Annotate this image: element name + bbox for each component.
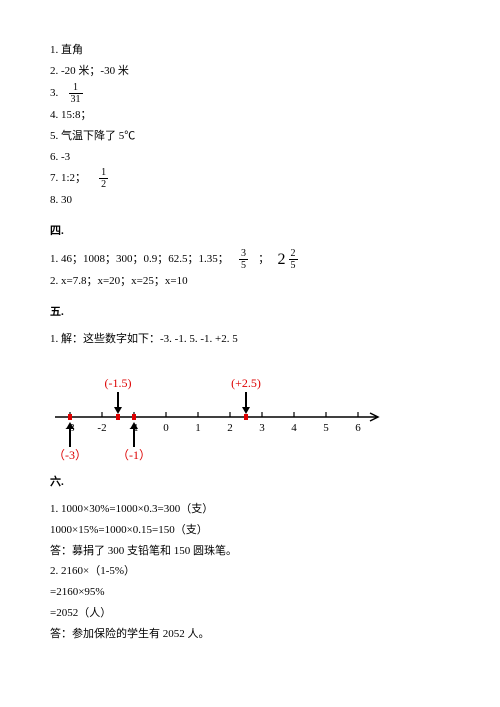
fraction-1-2: 1 2 (99, 167, 108, 190)
fraction-3-5: 3 5 (239, 248, 248, 271)
section-6-1a: 1. 1000×30%=1000×0.3=300（支） (50, 499, 450, 520)
svg-text:(-1.5): (-1.5) (105, 376, 132, 390)
answer-5: 5. 气温下降了 5℃ (50, 126, 450, 147)
mixed-fraction-2-2-5: 2 2 5 (278, 248, 300, 271)
number-line-figure: -3-2-10123456（-3）(-1.5)（-1）(+2.5) (50, 362, 450, 462)
section-6-2a: 2. 2160×（1-5%） (50, 561, 450, 582)
svg-text:5: 5 (323, 422, 329, 434)
svg-text:0: 0 (163, 422, 169, 434)
answer-7-prefix: 7. 1:2； (50, 172, 86, 184)
section-4-heading: 四. (50, 221, 450, 242)
section-5-heading: 五. (50, 302, 450, 323)
svg-text:（-3）: （-3） (53, 448, 87, 462)
svg-text:2: 2 (227, 422, 233, 434)
answer-6: 6. -3 (50, 147, 450, 168)
answer-1: 1. 直角 (50, 40, 450, 61)
section-6-1b: 1000×15%=1000×0.15=150（支） (50, 520, 450, 541)
answer-3-prefix: 3. (50, 87, 58, 99)
svg-text:1: 1 (195, 422, 201, 434)
section-6-2c: =2052（人） (50, 603, 450, 624)
answer-3: 3. 1 31 (50, 82, 450, 105)
section-6-heading: 六. (50, 472, 450, 493)
svg-text:6: 6 (355, 422, 361, 434)
svg-text:3: 3 (259, 422, 265, 434)
section-6-1c: 答：募捐了 300 支铅笔和 150 圆珠笔。 (50, 541, 450, 562)
section-6-2d: 答：参加保险的学生有 2052 人。 (50, 624, 450, 645)
svg-text:(+2.5): (+2.5) (231, 376, 261, 390)
section-4-item-1: 1. 46；1008；300；0.9；62.5；1.35； 3 5 ； 2 2 … (50, 248, 450, 271)
fraction-1-31: 1 31 (69, 82, 83, 105)
section-6-2b: =2160×95% (50, 582, 450, 603)
semicolon: ； (258, 253, 269, 265)
number-line-svg: -3-2-10123456（-3）(-1.5)（-1）(+2.5) (50, 362, 440, 462)
answer-2: 2. -20 米；-30 米 (50, 61, 450, 82)
section-4-item-2: 2. x=7.8；x=20；x=25；x=10 (50, 271, 450, 292)
section-5-item-1: 1. 解：这些数字如下：-3. -1. 5. -1. +2. 5 (50, 329, 450, 350)
answer-4: 4. 15:8； (50, 105, 450, 126)
svg-text:-2: -2 (97, 422, 106, 434)
section-4-item-1-text: 1. 46；1008；300；0.9；62.5；1.35； (50, 253, 229, 265)
svg-text:（-1）: （-1） (117, 448, 151, 462)
answer-7: 7. 1:2； 1 2 (50, 167, 450, 190)
answer-8: 8. 30 (50, 190, 450, 211)
svg-text:4: 4 (291, 422, 297, 434)
